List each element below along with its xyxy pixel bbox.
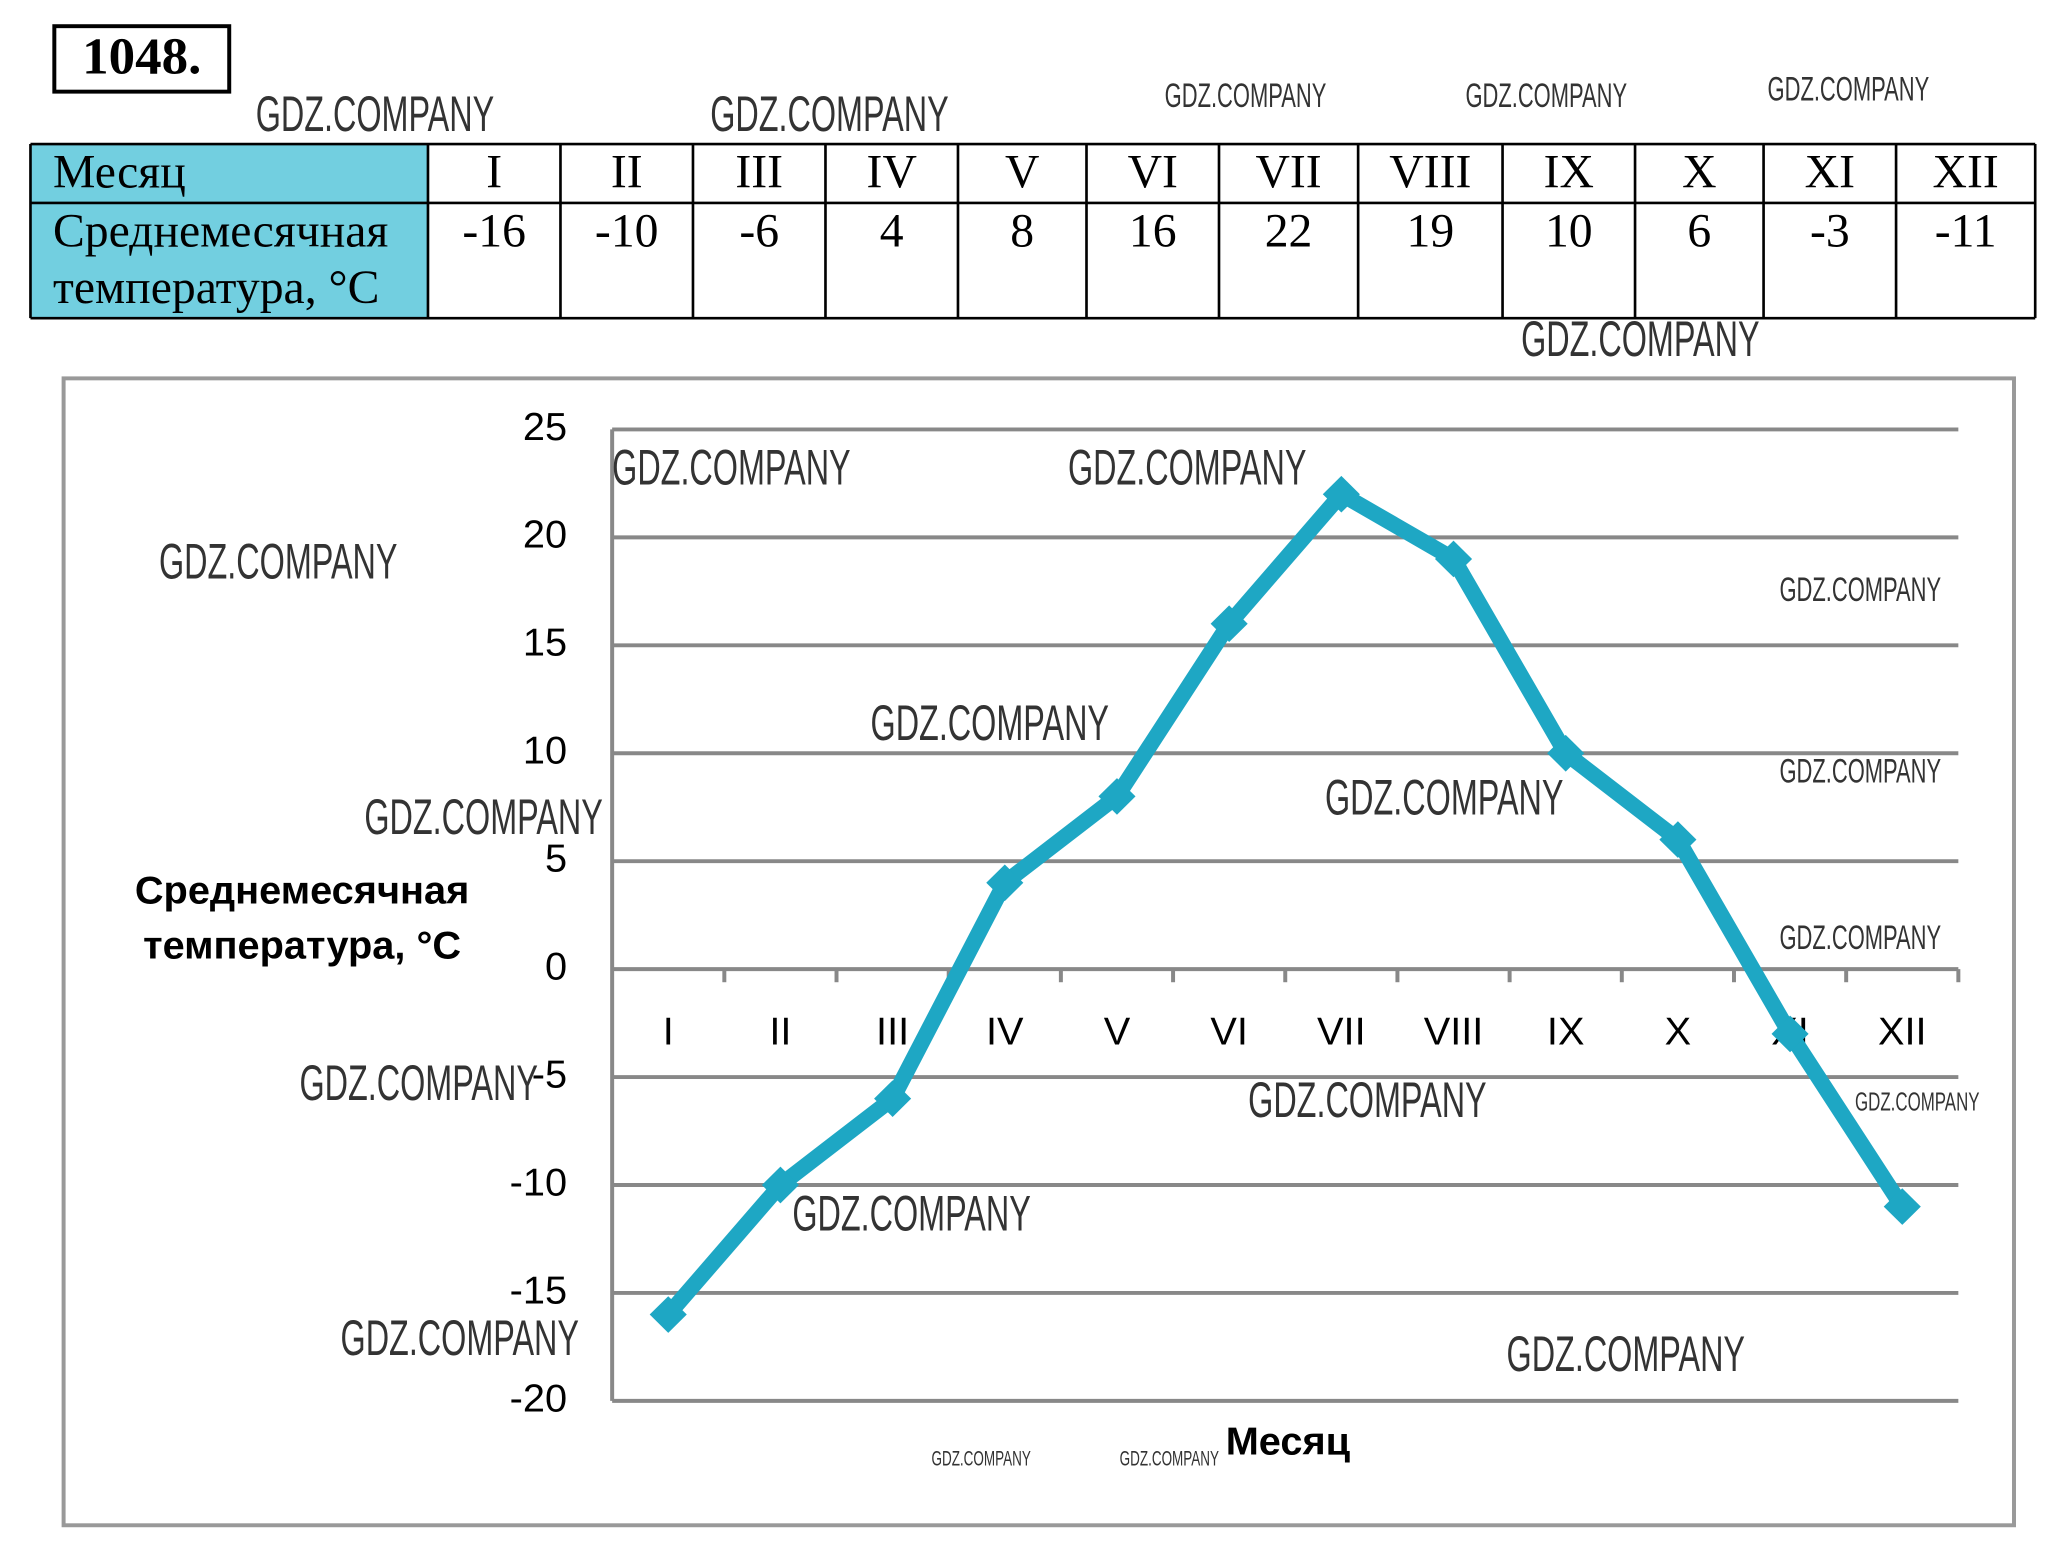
watermark: GDZ.COMPANY	[792, 1186, 1031, 1242]
data-point	[1098, 778, 1136, 815]
x-axis-title: Месяц	[1226, 1420, 1350, 1464]
header-cell	[30, 144, 428, 319]
watermark: GDZ.COMPANY	[710, 86, 949, 142]
x-tick-label: IV	[986, 1010, 1024, 1054]
table-value: 22	[1265, 206, 1313, 258]
watermark: GDZ.COMPANY	[1768, 71, 1930, 109]
table-value: -11	[1935, 206, 1997, 258]
x-tick-label: VII	[1317, 1010, 1366, 1054]
table-value: -16	[462, 206, 526, 258]
table-value: 6	[1687, 206, 1711, 258]
x-tick-label: II	[769, 1010, 791, 1054]
y-tick-label: 25	[523, 405, 567, 449]
table-header: XII	[1933, 147, 1999, 199]
x-tick-label: VIII	[1424, 1010, 1484, 1054]
data-line	[662, 486, 1909, 1320]
table-value: -6	[739, 206, 779, 258]
y-axis-title: Среднемесячная	[135, 868, 469, 912]
data-point	[1547, 734, 1585, 772]
x-tick-label: III	[876, 1010, 909, 1054]
watermark: GDZ.COMPANY	[1521, 311, 1760, 367]
watermark: GDZ.COMPANY	[612, 440, 851, 496]
table-value: -3	[1810, 206, 1850, 258]
y-tick-label: -5	[532, 1053, 567, 1097]
watermark: GDZ.COMPANY	[341, 1310, 579, 1366]
watermark: GDZ.COMPANY	[931, 1447, 1030, 1470]
watermark: GDZ.COMPANY	[1779, 753, 1941, 791]
watermark: GDZ.COMPANY	[256, 86, 495, 142]
table-header: Месяц	[53, 147, 186, 199]
table-header: II	[611, 147, 643, 199]
table-header: III	[735, 147, 783, 199]
watermark: GDZ.COMPANY	[1779, 571, 1941, 609]
table-header: VI	[1128, 147, 1178, 199]
x-tick-label: X	[1665, 1010, 1692, 1054]
table-header: VIII	[1389, 147, 1471, 199]
watermark: GDZ.COMPANY	[1325, 770, 1564, 826]
watermark: GDZ.COMPANY	[364, 789, 602, 845]
chart-frame	[61, 376, 2016, 1528]
table-value: 16	[1129, 206, 1177, 258]
table-header: XI	[1805, 147, 1855, 199]
y-tick-label: -15	[510, 1269, 567, 1313]
y-axis-title: температура, °C	[143, 923, 461, 967]
watermark: GDZ.COMPANY	[1855, 1087, 1980, 1117]
y-tick-label: 20	[523, 513, 567, 557]
watermark: GDZ.COMPANY	[1068, 440, 1307, 496]
data-point	[1659, 821, 1697, 858]
table-header: IX	[1544, 147, 1594, 199]
y-tick-label: 15	[523, 621, 567, 665]
number-box	[52, 24, 232, 94]
x-tick-label: I	[663, 1010, 674, 1054]
table-header: IV	[867, 147, 917, 199]
x-tick-label: IX	[1547, 1010, 1585, 1054]
watermark: GDZ.COMPANY	[299, 1055, 538, 1111]
watermark: GDZ.COMPANY	[871, 695, 1109, 751]
y-tick-label: -10	[510, 1161, 567, 1205]
table-header: I	[486, 147, 502, 199]
table-value: -10	[595, 206, 659, 258]
x-tick-label: V	[1104, 1010, 1131, 1054]
table-header: X	[1682, 147, 1716, 199]
table-header: VII	[1255, 147, 1321, 199]
watermark: GDZ.COMPANY	[159, 534, 397, 590]
y-tick-label: 0	[545, 945, 567, 989]
x-tick-label: XII	[1878, 1010, 1927, 1054]
row-label: Среднемесячная	[53, 206, 388, 258]
table-header: V	[1005, 147, 1039, 199]
y-tick-label: -20	[510, 1376, 567, 1420]
watermark: GDZ.COMPANY	[1120, 1447, 1219, 1470]
problem-number: 1048.	[82, 28, 201, 86]
y-tick-label: 5	[545, 837, 567, 881]
table-value: 10	[1545, 206, 1593, 258]
table-value: 4	[880, 206, 904, 258]
x-tick-label: VI	[1210, 1010, 1248, 1054]
table-value: 19	[1406, 206, 1454, 258]
watermark: GDZ.COMPANY	[1248, 1072, 1487, 1128]
row-label: температура, °C	[53, 262, 379, 314]
watermark: GDZ.COMPANY	[1507, 1326, 1746, 1382]
watermark: GDZ.COMPANY	[1465, 77, 1627, 115]
data-point	[1322, 475, 1360, 513]
table-value: 8	[1010, 206, 1034, 258]
y-tick-label: 10	[523, 729, 567, 773]
watermark: GDZ.COMPANY	[1165, 77, 1327, 115]
watermark: GDZ.COMPANY	[1779, 919, 1941, 957]
